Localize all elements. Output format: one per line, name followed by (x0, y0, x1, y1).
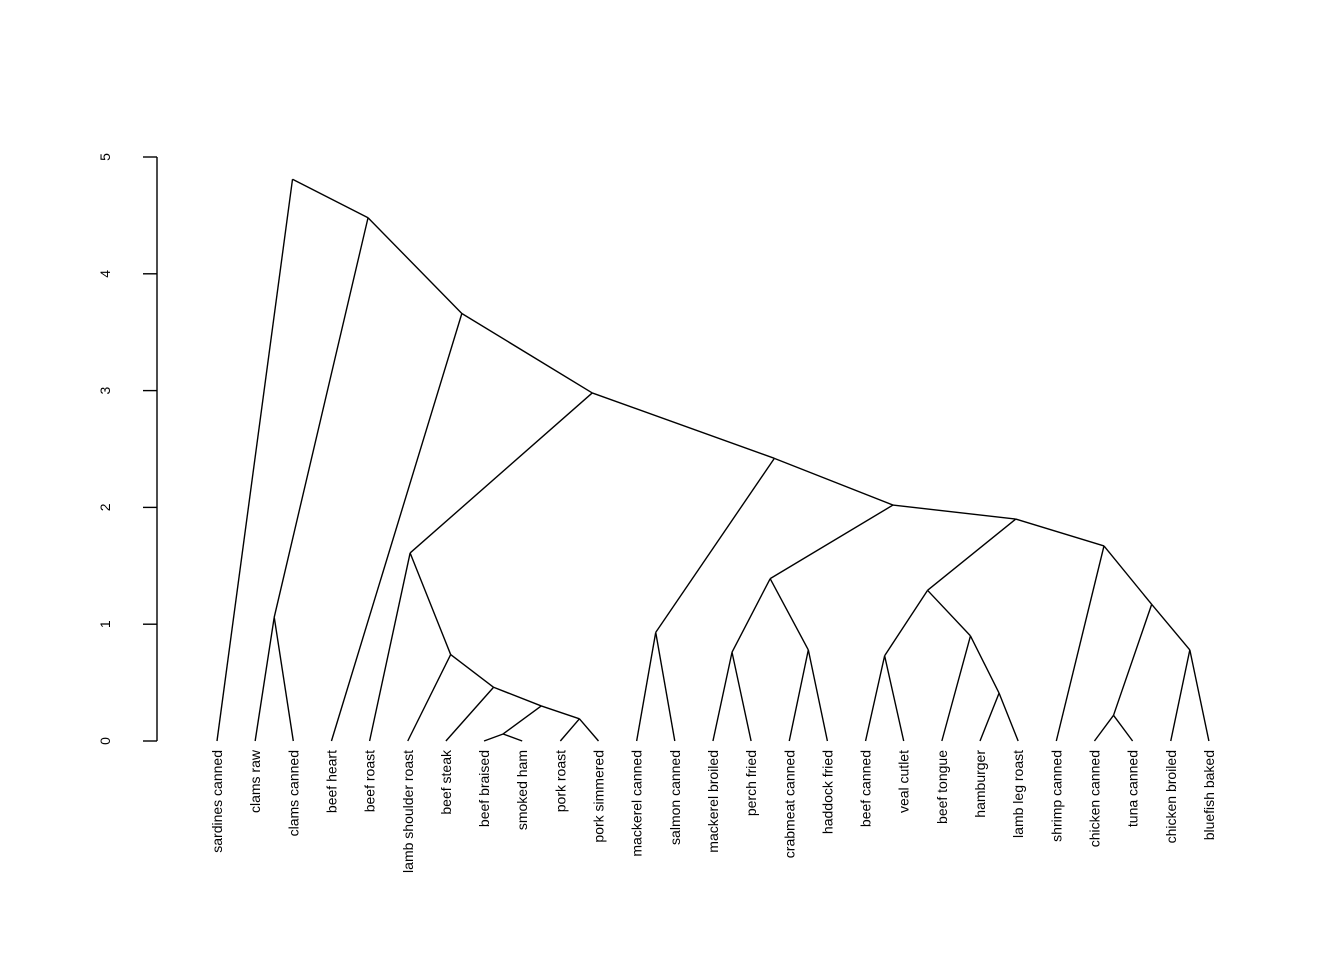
branch-meat-fish-right (592, 392, 775, 460)
branch-poultry-tuna-right (1151, 603, 1191, 651)
branch-white-fish-left (731, 578, 771, 653)
dendrogram-branches (216, 178, 1210, 742)
branch-tongue-group-left (941, 635, 972, 742)
branch-clams-group-right (367, 217, 463, 315)
branch-red-meat2-left (884, 589, 929, 657)
y-tick-label: 3 (97, 386, 113, 394)
branch-braised-ham-pork-right (541, 705, 580, 720)
branch-pork-left (559, 718, 580, 742)
leaf-label-crabmeat-canned: crabmeat canned (781, 750, 797, 858)
leaf-label-chicken-broiled: chicken broiled (1163, 750, 1179, 843)
branch-heart-group-right (461, 312, 593, 394)
leaf-label-sardines-canned: sardines canned (209, 750, 225, 853)
branch-steak-group-right (493, 686, 542, 707)
y-tick-label: 2 (97, 503, 113, 511)
branch-fish-mixed-left (655, 457, 775, 633)
leaf-label-haddock-fried: haddock fried (819, 750, 835, 834)
leaf-label-tuna-canned: tuna canned (1125, 750, 1141, 827)
branch-beef-veal-right (883, 655, 905, 742)
leaf-label-salmon-canned: salmon canned (667, 750, 683, 845)
leaf-label-beef-heart: beef heart (323, 750, 339, 813)
leaf-label-beef-braised: beef braised (476, 750, 492, 827)
branch-mixed-a-left (769, 504, 894, 580)
leaf-label-beef-canned: beef canned (858, 750, 874, 827)
leaf-label-veal-cutlet: veal cutlet (896, 750, 912, 813)
branch-tongue-group-right (969, 635, 1000, 694)
branch-red-meat1-left (368, 552, 411, 742)
y-axis: 0 1 2 3 4 5 (97, 153, 158, 745)
leaf-label-mackerel-broiled: mackerel broiled (705, 750, 721, 853)
y-tick-label: 5 (97, 153, 113, 161)
branch-clams-group-left (273, 217, 369, 618)
branch-steak-group-left (445, 686, 495, 742)
branch-steak-group2-left (407, 654, 452, 742)
leaf-label-pork-simmered: pork simmered (591, 750, 607, 843)
leaf-label-mackerel-canned: mackerel canned (629, 750, 645, 857)
leaf-label-perch-fried: perch fried (743, 750, 759, 816)
branch-crab-haddock-right (807, 649, 829, 742)
leaf-label-shrimp-canned: shrimp canned (1048, 750, 1064, 842)
branch-heart-group-left (330, 313, 463, 742)
branch-chicken-bluefish-right (1189, 649, 1210, 742)
branch-shrimp-poultry-right (1103, 545, 1153, 605)
branch-mackerel-perch-left (712, 652, 733, 742)
leaf-label-beef-tongue: beef tongue (934, 750, 950, 824)
branch-white-fish-right (769, 578, 809, 651)
branch-burger-lamb-left (979, 692, 1000, 742)
leaf-label-beef-steak: beef steak (438, 749, 454, 815)
leaf-label-hamburger: hamburger (972, 750, 988, 818)
branch-smoked-ham-braised-left (483, 733, 504, 742)
branch-chicken-tuna-left (1093, 714, 1115, 742)
branch-beef-veal-left (864, 655, 886, 742)
branch-mackerel-perch-right (731, 652, 752, 742)
branch-canned-fish-right (655, 632, 676, 742)
branch-chicken-bluefish-left (1170, 649, 1191, 742)
branch-root-left (216, 179, 294, 742)
branch-mixed-a-right (892, 504, 1016, 520)
branch-burger-lamb-right (998, 692, 1019, 742)
leaf-labels: sardines canned clams raw clams canned beef… (209, 749, 1217, 873)
branch-crab-haddock-left (788, 649, 810, 742)
branch-mixed-b-right (1015, 518, 1105, 547)
branch-clams-left (254, 617, 275, 742)
branch-canned-fish-left (635, 632, 657, 742)
branch-smoked-ham-braised-right (502, 733, 523, 742)
leaf-label-clams-canned: clams canned (285, 750, 301, 836)
branch-shrimp-poultry-left (1055, 545, 1105, 742)
y-tick-label: 0 (97, 737, 113, 745)
branch-poultry-tuna-left (1112, 604, 1153, 716)
branch-root-right (292, 178, 369, 219)
leaf-label-chicken-canned: chicken canned (1086, 750, 1102, 847)
branch-fish-mixed-right (774, 457, 894, 506)
branch-chicken-tuna-right (1112, 714, 1134, 742)
leaf-label-smoked-ham: smoked ham (514, 750, 530, 830)
branch-steak-group2-right (450, 654, 495, 688)
leaf-label-clams-raw: clams raw (247, 749, 263, 813)
branch-clams-right (273, 617, 294, 742)
leaf-label-beef-roast: beef roast (362, 750, 378, 812)
branch-pork-right (578, 718, 600, 742)
leaf-label-lamb-shoulder-roast: lamb shoulder roast (400, 750, 416, 873)
branch-meat-fish-left (409, 392, 593, 554)
branch-red-meat2-right (927, 589, 971, 637)
leaf-label-lamb-leg-roast: lamb leg roast (1010, 750, 1026, 838)
y-tick-label: 4 (97, 270, 113, 278)
branch-braised-ham-pork-left (502, 705, 542, 735)
leaf-label-bluefish-baked: bluefish baked (1201, 750, 1217, 840)
leaf-label-pork-roast: pork roast (552, 750, 568, 812)
branch-mixed-b-left (927, 518, 1017, 591)
branch-red-meat1-right (409, 552, 452, 655)
y-tick-label: 1 (97, 620, 113, 628)
